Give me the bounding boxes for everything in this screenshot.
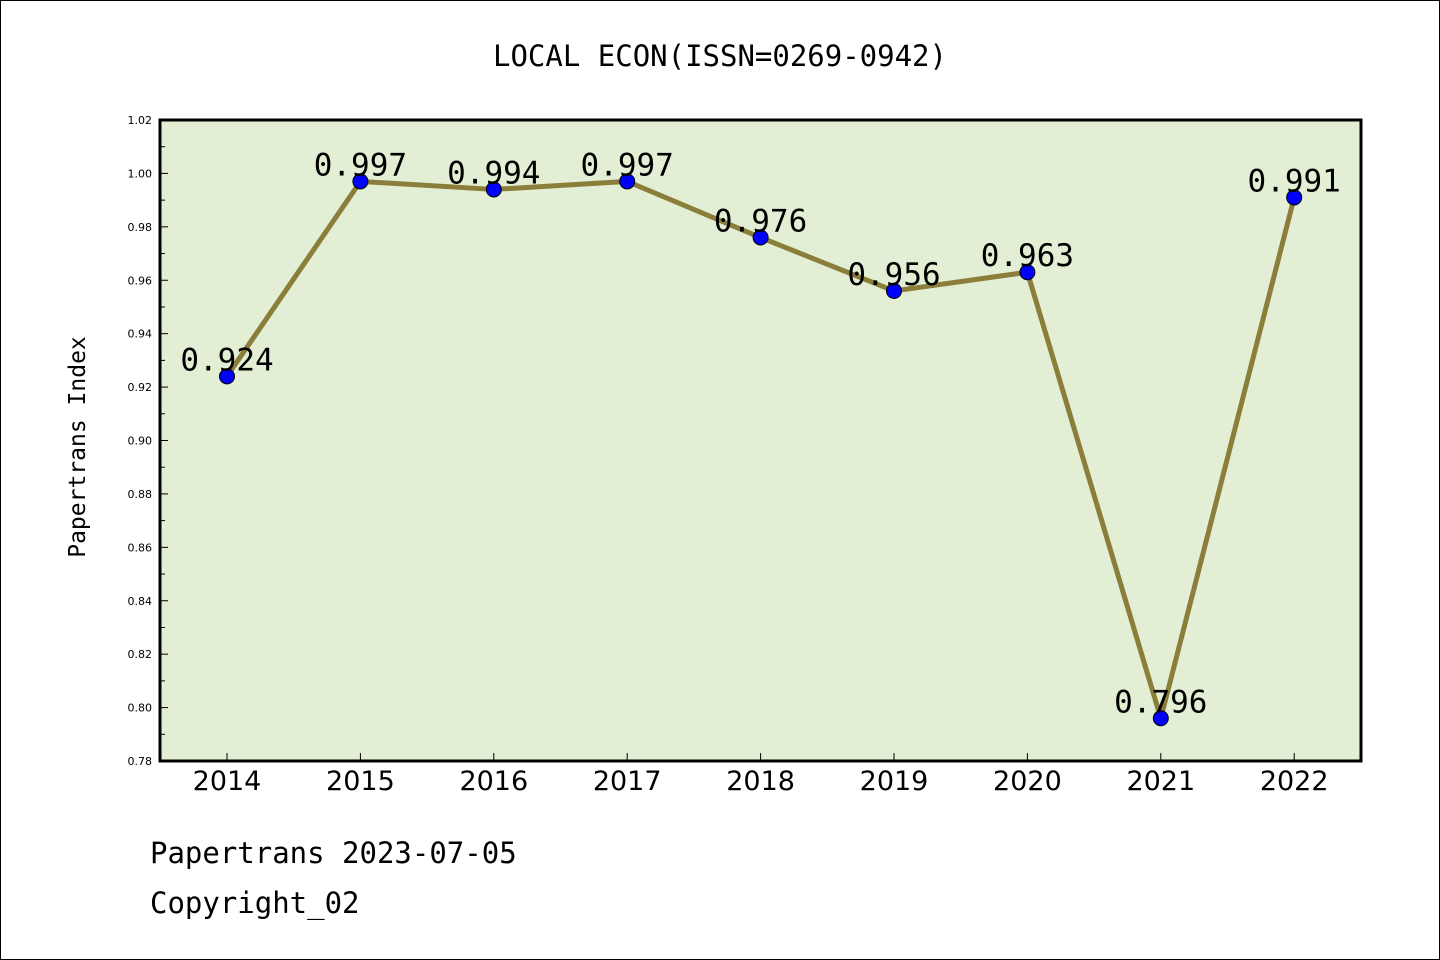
data-label: 0.963 <box>981 238 1074 274</box>
y-tick-label: 0.84 <box>128 595 153 608</box>
y-tick-label: 0.98 <box>128 221 153 234</box>
data-point <box>485 181 502 198</box>
y-tick-label: 1.00 <box>128 167 153 180</box>
y-tick-label: 0.86 <box>128 541 153 554</box>
source-note: Papertrans 2023-07-05 <box>150 836 517 870</box>
x-tick-label: 2020 <box>993 766 1062 797</box>
data-label: 0.976 <box>714 204 807 240</box>
data-point <box>1152 710 1169 727</box>
data-point <box>219 368 235 385</box>
y-tick-label: 0.90 <box>128 435 153 448</box>
x-tick-label: 2018 <box>726 766 795 797</box>
data-label: 0.956 <box>847 257 940 293</box>
copyright-note: Copyright_02 <box>150 886 360 920</box>
data-label: 0.796 <box>1114 684 1207 720</box>
y-tick-label: 0.96 <box>128 274 153 287</box>
y-axis-ticks: 0.78 0.80 0.82 0.84 0.86 0.88 0.90 0.92 0.94 0.96… <box>128 114 168 768</box>
data-label: 0.997 <box>314 147 407 183</box>
x-tick-label: 2017 <box>593 766 662 797</box>
y-tick-label: 1.02 <box>128 114 153 127</box>
data-label: 0.997 <box>581 147 674 183</box>
data-labels-group: 0.924 0.997 0.994 0.997 0.976 0.956 0.963 0.796… <box>180 147 1341 720</box>
series-line-group <box>219 173 1303 727</box>
x-axis-ticks: 2014 2015 2016 2017 2018 2019 2020 2021 2022 <box>193 753 1329 797</box>
x-tick-label: 2015 <box>326 766 395 797</box>
data-label: 0.924 <box>180 342 273 378</box>
y-axis-label: Papertrans Index <box>65 336 91 558</box>
x-tick-label: 2022 <box>1260 766 1329 797</box>
y-tick-label: 0.82 <box>128 648 153 661</box>
y-tick-label: 0.88 <box>128 488 153 501</box>
data-point <box>752 229 769 246</box>
chart-title: LOCAL ECON(ISSN=0269-0942) <box>493 39 947 73</box>
data-point <box>1286 189 1303 206</box>
data-point <box>352 173 369 190</box>
x-tick-label: 2016 <box>459 766 528 797</box>
x-tick-label: 2014 <box>193 766 262 797</box>
y-tick-label: 0.78 <box>128 755 153 768</box>
y-tick-label: 0.80 <box>128 702 153 715</box>
y-tick-label: 0.94 <box>128 328 153 341</box>
y-tick-label: 0.92 <box>128 381 153 394</box>
plot-area <box>158 118 1363 763</box>
data-point <box>1019 264 1036 281</box>
x-tick-label: 2021 <box>1126 766 1195 797</box>
x-tick-label: 2019 <box>860 766 929 797</box>
data-label: 0.994 <box>447 155 540 191</box>
data-label: 0.991 <box>1248 163 1341 199</box>
data-point <box>886 282 902 299</box>
data-point <box>619 173 636 190</box>
